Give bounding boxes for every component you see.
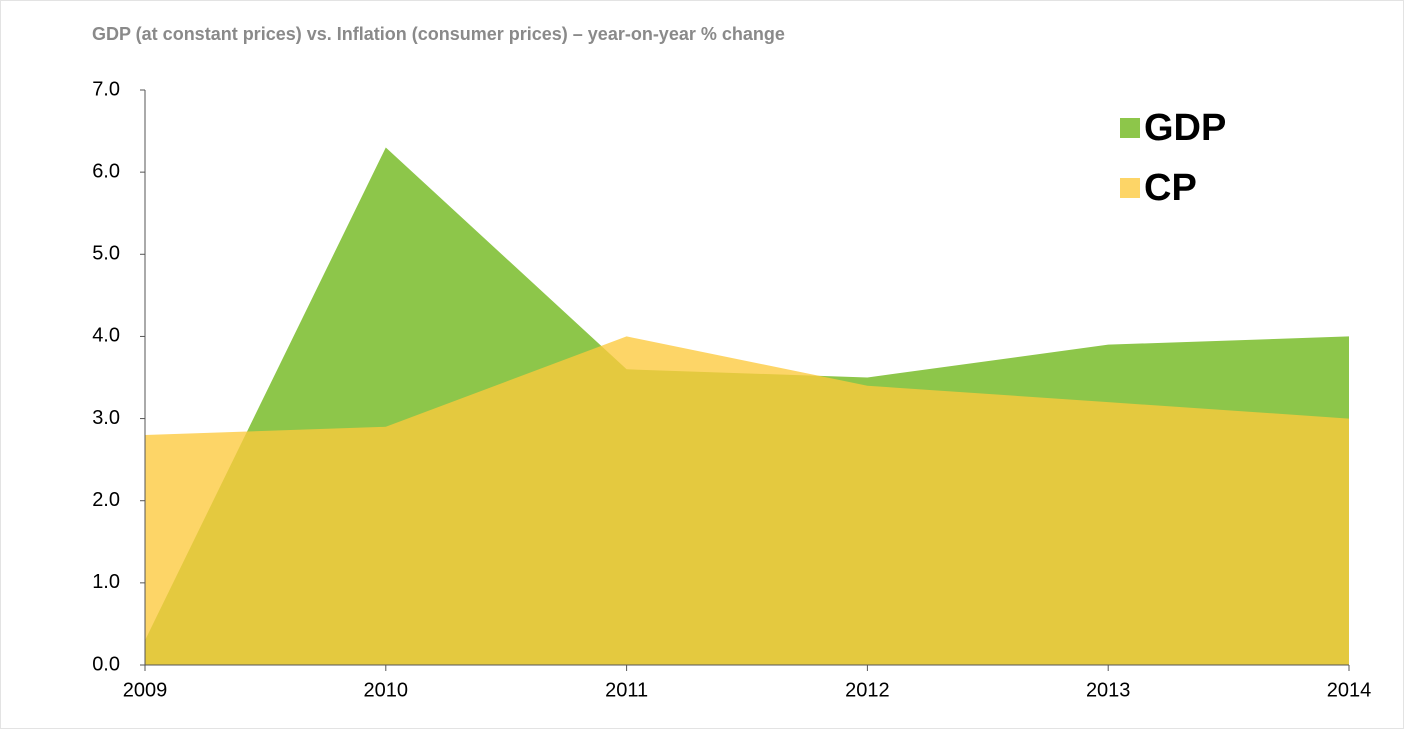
legend-swatch (1120, 118, 1140, 138)
y-tick-label: 0.0 (92, 653, 120, 675)
y-tick-label: 1.0 (92, 571, 120, 593)
chart-title: GDP (at constant prices) vs. Inflation (… (92, 24, 785, 44)
y-tick-label: 3.0 (92, 407, 120, 429)
x-tick-label: 2014 (1327, 679, 1372, 701)
x-tick-label: 2012 (845, 679, 890, 701)
y-tick-label: 4.0 (92, 325, 120, 347)
y-tick-label: 2.0 (92, 489, 120, 511)
area (145, 336, 1349, 665)
y-tick-label: 7.0 (92, 78, 120, 100)
x-tick-label: 2011 (605, 679, 648, 701)
legend-label: GDP (1144, 107, 1226, 149)
y-tick-label: 6.0 (92, 160, 120, 182)
legend-swatch (1120, 178, 1140, 198)
y-tick-label: 5.0 (92, 243, 120, 265)
x-tick-label: 2010 (364, 679, 409, 701)
legend-label: CP (1144, 167, 1197, 209)
x-tick-label: 2009 (123, 679, 168, 701)
x-tick-label: 2013 (1086, 679, 1131, 701)
